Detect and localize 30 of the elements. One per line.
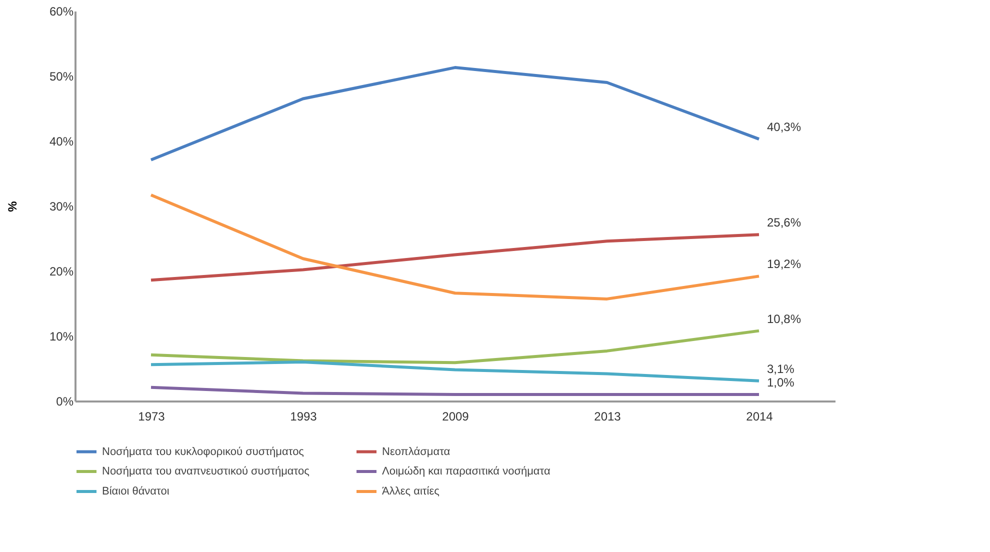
data-label: 1,0% xyxy=(767,376,795,390)
y-axis-title: % xyxy=(5,200,20,212)
x-tick-label: 2009 xyxy=(442,410,470,424)
data-label: 3,1% xyxy=(767,362,795,376)
y-tick-label: 50% xyxy=(49,70,74,84)
y-tick-label: 30% xyxy=(49,200,74,214)
legend-label: Άλλες αιτίες xyxy=(382,486,440,498)
data-label: 10,8% xyxy=(767,312,802,326)
line-series xyxy=(150,233,760,282)
legend-label: Βίαιοι θάνατοι xyxy=(102,486,170,498)
line-series xyxy=(150,193,760,300)
legend-label: Νοσήματα του κυκλοφορικού συστήματος xyxy=(102,446,304,458)
line-series xyxy=(150,360,760,382)
data-label: 40,3% xyxy=(767,120,802,134)
data-label: 25,6% xyxy=(767,216,802,230)
y-tick-label: 10% xyxy=(49,330,74,344)
legend-label: Λοιμώδη και παρασιτικά νοσήματα xyxy=(382,466,551,478)
legend-label: Νεοπλάσματα xyxy=(382,446,451,458)
y-tick-label: 20% xyxy=(49,264,74,278)
line-series xyxy=(150,329,760,364)
x-tick-label: 2014 xyxy=(746,410,774,424)
data-label: 19,2% xyxy=(767,257,802,272)
x-tick-label: 1973 xyxy=(138,410,166,424)
y-tick-label: 0% xyxy=(56,394,74,408)
x-tick-label: 1993 xyxy=(290,410,318,424)
legend-label: Νοσήματα του αναπνευστικού συστήματος xyxy=(102,466,310,478)
y-tick-label: 40% xyxy=(49,134,74,148)
y-tick-label: 60% xyxy=(49,4,74,18)
x-tick-label: 2013 xyxy=(594,410,622,424)
line-series xyxy=(150,66,760,162)
